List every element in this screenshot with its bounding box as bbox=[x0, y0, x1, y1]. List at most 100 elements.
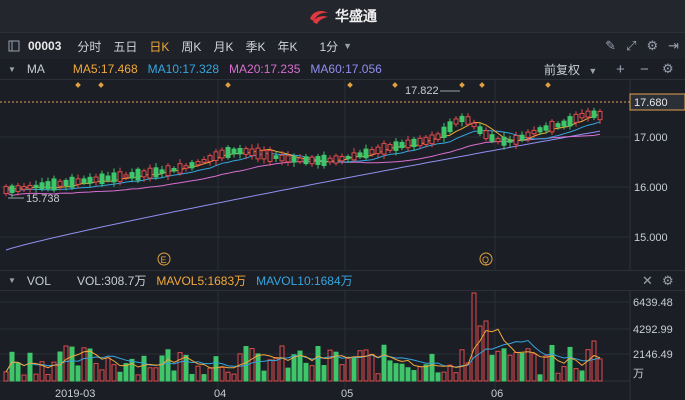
plus-icon[interactable]: + bbox=[616, 60, 625, 78]
period-toolbar: 00003 分时 五日 日K 周K 月K 季K 年K 1分 ▼ ✎ ⤢ ⚙ ⇥ bbox=[0, 32, 685, 60]
title-bar: 华盛通 bbox=[0, 0, 685, 32]
candle bbox=[471, 122, 477, 128]
tab-monthly-k[interactable]: 月K bbox=[213, 39, 234, 54]
x-tick: 2019-03 bbox=[55, 388, 95, 400]
tab-daily-k[interactable]: 日K bbox=[149, 39, 170, 54]
candle bbox=[189, 162, 195, 169]
x-tick: 05 bbox=[341, 388, 353, 400]
volume-bar bbox=[579, 370, 585, 382]
vol-tick: 6439.48 bbox=[633, 297, 673, 309]
tab-intraday[interactable]: 分时 bbox=[77, 39, 102, 54]
ma-label: MA bbox=[26, 62, 45, 76]
volume-bar bbox=[375, 373, 381, 382]
ma20-polyline bbox=[5, 133, 601, 197]
tab-weekly-k[interactable]: 周K bbox=[181, 39, 202, 54]
event-dot bbox=[479, 82, 485, 88]
ma5-polyline bbox=[5, 113, 601, 191]
volume-bar bbox=[429, 353, 435, 382]
sidebar-toggle-icon[interactable] bbox=[0, 33, 26, 59]
volume-bar bbox=[279, 345, 285, 382]
minute-select-label: 1分 bbox=[319, 39, 339, 54]
event-dots bbox=[75, 82, 551, 88]
candle bbox=[147, 167, 153, 179]
volume-bar bbox=[159, 355, 165, 382]
volume-bar bbox=[513, 351, 519, 382]
tab-five-day[interactable]: 五日 bbox=[113, 39, 138, 54]
candle bbox=[27, 184, 33, 190]
volume-bar bbox=[423, 364, 429, 382]
collapse-icon[interactable]: ▼ bbox=[8, 276, 16, 285]
volume-bar bbox=[507, 354, 513, 382]
vol-axis: 6439.48 4292.99 2146.49 万 bbox=[633, 297, 673, 380]
volume-bar bbox=[135, 374, 141, 382]
candle bbox=[555, 123, 561, 128]
candle bbox=[165, 165, 171, 177]
candlestick-chart[interactable]: 17.822 15.738 E Q 17.680 17.000 16.000 1… bbox=[0, 80, 685, 270]
candle bbox=[51, 178, 57, 191]
mavol5-value: MAVOL5:1683万 bbox=[156, 274, 247, 288]
volume-bar bbox=[189, 373, 195, 382]
gridlines bbox=[0, 290, 631, 400]
volume-bar bbox=[81, 347, 87, 382]
volume-bar bbox=[57, 351, 63, 382]
expand-icon[interactable]: ⤢ bbox=[626, 38, 637, 53]
candle bbox=[231, 148, 237, 155]
candle bbox=[447, 121, 453, 133]
pencil-icon[interactable]: ✎ bbox=[605, 38, 617, 53]
candle bbox=[267, 150, 273, 162]
candle bbox=[99, 173, 105, 185]
stock-code: 00003 bbox=[28, 39, 62, 53]
volume-bar bbox=[3, 371, 9, 382]
marker-e[interactable]: E bbox=[157, 252, 171, 266]
adjust-select[interactable]: 前复权 ▼ bbox=[544, 61, 597, 78]
vol-unit: 万 bbox=[633, 368, 644, 380]
settings-icon[interactable]: ⚙ bbox=[662, 61, 674, 76]
x-tick: 04 bbox=[214, 388, 226, 400]
event-dot bbox=[347, 82, 353, 88]
brand: 华盛通 bbox=[308, 6, 377, 26]
volume-bar bbox=[369, 353, 375, 382]
volume-bar bbox=[33, 373, 39, 382]
volume-bar bbox=[195, 365, 201, 382]
minute-select[interactable]: 1分 ▼ bbox=[313, 33, 358, 59]
volume-bar bbox=[99, 369, 105, 382]
minus-icon[interactable]: − bbox=[640, 60, 649, 78]
volume-bar bbox=[435, 372, 441, 382]
x-axis: 2019-03 04 05 06 bbox=[55, 388, 503, 400]
volume-bar bbox=[447, 364, 453, 382]
volume-bar bbox=[309, 365, 315, 382]
volume-bar bbox=[87, 348, 93, 382]
candle bbox=[111, 172, 117, 183]
price-tick: 15.000 bbox=[634, 232, 668, 244]
candle bbox=[9, 185, 15, 194]
candle bbox=[315, 156, 321, 165]
candle bbox=[525, 131, 531, 138]
exit-icon[interactable]: ⇥ bbox=[668, 38, 679, 53]
candle bbox=[453, 118, 459, 125]
volume-bar bbox=[519, 352, 525, 382]
volume-bar bbox=[585, 349, 591, 382]
volume-bar bbox=[147, 367, 153, 382]
volume-bar bbox=[219, 366, 225, 382]
volume-bar bbox=[207, 367, 213, 382]
volume-bar bbox=[201, 374, 207, 382]
adjust-label: 前复权 bbox=[544, 62, 581, 77]
volume-bar bbox=[549, 344, 555, 382]
tab-quarterly-k[interactable]: 季K bbox=[245, 39, 266, 54]
collapse-icon[interactable]: ▼ bbox=[8, 64, 16, 74]
volume-bar bbox=[543, 355, 549, 382]
settings-icon[interactable]: ⚙ bbox=[662, 272, 674, 288]
mavol5-polyline bbox=[5, 328, 601, 373]
candle bbox=[381, 143, 387, 155]
volume-bar bbox=[345, 357, 351, 382]
volume-bar bbox=[15, 362, 21, 382]
tab-yearly-k[interactable]: 年K bbox=[277, 39, 298, 54]
high-annotation: 17.822 bbox=[405, 85, 460, 97]
volume-chart[interactable]: 6439.48 4292.99 2146.49 万 2019-03 04 05 … bbox=[0, 290, 685, 400]
settings-icon[interactable]: ⚙ bbox=[646, 38, 659, 53]
volume-bar bbox=[573, 368, 579, 382]
close-icon[interactable]: ✕ bbox=[642, 272, 653, 288]
candle bbox=[345, 155, 351, 160]
marker-q[interactable]: Q bbox=[479, 252, 493, 266]
volume-bar bbox=[183, 354, 189, 382]
